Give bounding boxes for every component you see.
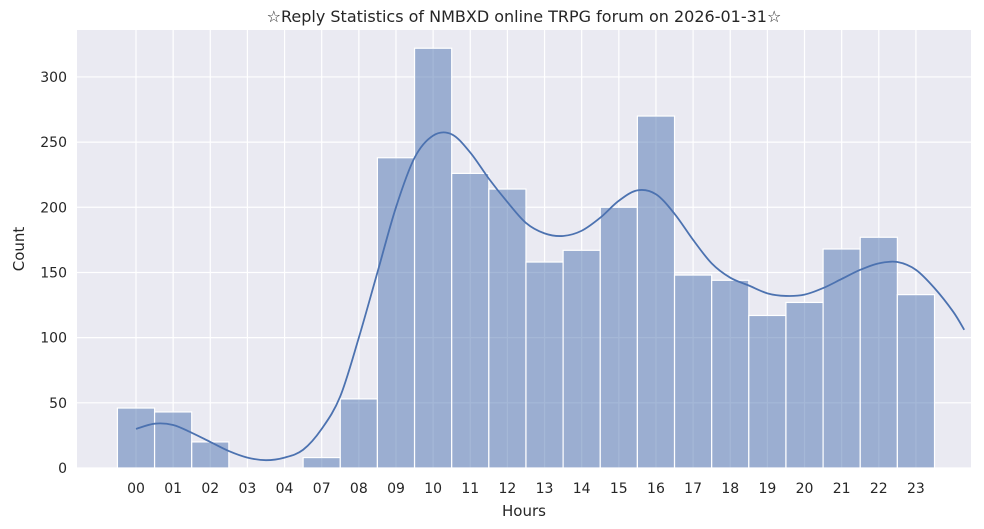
bar: [488, 188, 527, 469]
bar: [785, 301, 824, 469]
y-tick-label: 300: [40, 70, 67, 86]
chart-title: ☆Reply Statistics of NMBXD online TRPG f…: [267, 7, 782, 26]
x-tick-label: 07: [313, 481, 331, 497]
bar: [191, 441, 230, 469]
bar: [636, 115, 676, 469]
bar: [859, 236, 898, 469]
x-tick-label: 10: [424, 481, 442, 497]
y-tick-label: 0: [58, 461, 67, 477]
x-tick-label: 15: [610, 481, 628, 497]
x-tick-label: 19: [758, 481, 776, 497]
x-tick-label: 09: [387, 481, 405, 497]
bar: [599, 206, 638, 469]
y-axis-label: Count: [10, 227, 28, 272]
x-tick-label: 00: [127, 481, 145, 497]
bar: [896, 294, 936, 469]
bar: [376, 157, 416, 469]
x-tick-label: 17: [684, 481, 702, 497]
bar: [302, 456, 341, 469]
x-tick-label: 21: [833, 481, 851, 497]
x-tick-label: 23: [907, 481, 925, 497]
x-tick-label: 08: [350, 481, 368, 497]
bar: [673, 274, 713, 469]
x-tick-label: 22: [870, 481, 888, 497]
y-tick-label: 100: [40, 331, 67, 347]
x-tick-label: 03: [239, 481, 257, 497]
bar: [451, 172, 490, 469]
bar: [525, 261, 564, 469]
x-tick-label: 20: [796, 481, 814, 497]
x-tick-labels: 00 01 02 03 04 07 08 09 10 11 12 13 14 15 16 17 18 19 20 21…: [127, 481, 925, 497]
bar: [711, 279, 750, 469]
x-axis-label: Hours: [502, 502, 546, 520]
y-tick-label: 150: [40, 265, 67, 281]
x-tick-label: 02: [201, 481, 219, 497]
x-tick-label: 04: [276, 481, 294, 497]
kde-line: [135, 131, 965, 462]
bar: [116, 407, 156, 469]
x-tick-label: 18: [721, 481, 739, 497]
y-tick-label: 250: [40, 135, 67, 151]
x-tick-label: 13: [536, 481, 554, 497]
y-tick-label: 200: [40, 200, 67, 216]
bar: [413, 47, 453, 469]
y-tick-labels: 0 50 100 150 200 250 300: [40, 70, 67, 477]
bar: [339, 398, 379, 469]
bar: [562, 249, 601, 469]
x-tick-label: 01: [164, 481, 182, 497]
x-tick-label: 16: [647, 481, 665, 497]
x-tick-label: 12: [498, 481, 516, 497]
bar: [822, 248, 861, 469]
x-tick-label: 11: [461, 481, 479, 497]
bar: [748, 314, 787, 469]
x-tick-label: 14: [573, 481, 591, 497]
bar: [153, 411, 193, 469]
y-tick-label: 50: [49, 396, 67, 412]
